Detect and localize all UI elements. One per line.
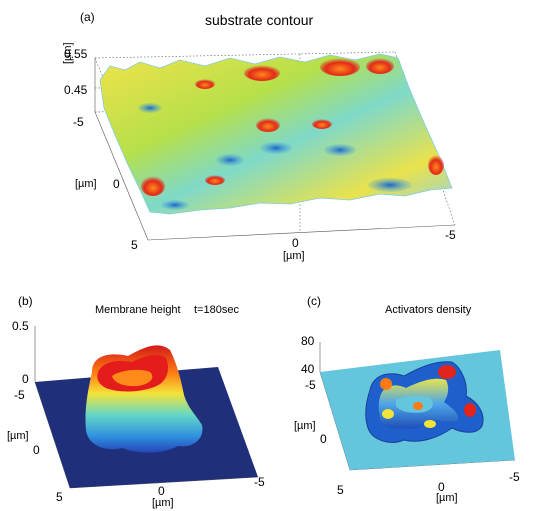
- panel-c-y-unit: [µm]: [294, 420, 316, 432]
- panel-a-y-unit: [µm]: [75, 178, 97, 190]
- panel-b-tag: (b): [18, 294, 33, 308]
- panel-b-y-unit: [µm]: [7, 430, 29, 442]
- panel-b-y-tick-0: 0: [33, 443, 40, 457]
- panel-b-x-tick-0: 0: [158, 484, 165, 498]
- panel-a-tag: (a): [80, 10, 95, 24]
- panel-b-x-tick-neg5: -5: [254, 475, 265, 489]
- panel-a-x-tick-0: 0: [292, 236, 299, 250]
- panel-a-z-unit: [µm]: [62, 42, 74, 64]
- substrate-peaks: [141, 58, 444, 196]
- panel-b-y-tick-neg5: -5: [14, 388, 25, 402]
- panel-c-tag: (c): [307, 294, 321, 308]
- panel-a-z-tick-low: 0.45: [64, 83, 88, 97]
- panel-a-z-tick-high: 0.55: [64, 47, 88, 61]
- panel-a-y-tick-0: 0: [113, 177, 120, 191]
- panel-c-title: Activators density: [385, 304, 472, 316]
- panel-b-z-tick-high: 0.5: [12, 319, 29, 333]
- panel-b-time: t=180sec: [194, 304, 239, 316]
- panel-a-title: substrate contour: [205, 12, 314, 28]
- panel-a-x-unit: [µm]: [283, 250, 305, 262]
- panel-c-x-tick-neg5: -5: [509, 470, 520, 484]
- panel-b-title: Membrane height: [95, 304, 181, 316]
- panel-b-x-unit: [µm]: [152, 497, 174, 509]
- panel-a-x-tick-neg5: -5: [445, 228, 456, 242]
- activator-ring: [365, 361, 484, 443]
- panel-c-x-unit: [µm]: [436, 492, 458, 504]
- panel-c-x-tick-0: 0: [438, 480, 445, 494]
- substrate-surface: [99, 53, 453, 215]
- membrane-bump: [85, 345, 203, 453]
- panel-c-z-tick-high: 80: [301, 334, 315, 348]
- panel-c-y-tick-5: 5: [337, 483, 344, 497]
- panel-c-y-tick-neg5: -5: [305, 378, 316, 392]
- panel-c-y-tick-0: 0: [320, 432, 327, 446]
- panel-b-z-tick-low: 0: [22, 372, 29, 386]
- panel-a-y-tick-neg5: -5: [73, 115, 84, 129]
- substrate-valleys: [138, 103, 412, 210]
- panel-c-z-tick-low: 40: [301, 362, 315, 376]
- panel-a-y-tick-5: 5: [131, 238, 138, 252]
- panel-b-y-tick-5: 5: [56, 490, 63, 504]
